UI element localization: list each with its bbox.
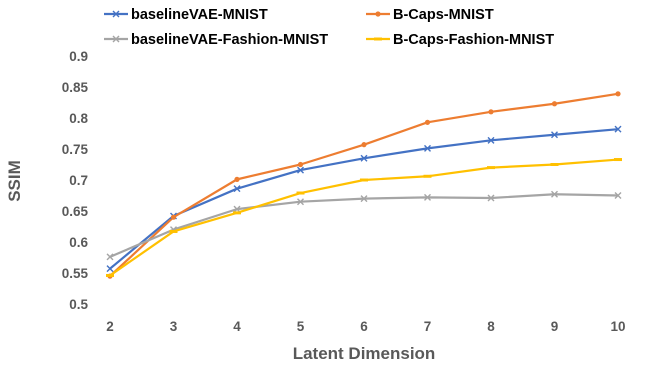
x-tick-label: 10 [610, 319, 625, 334]
data-point [297, 161, 304, 168]
x-tick-label: 8 [487, 319, 495, 334]
y-tick-label: 0.8 [69, 111, 88, 126]
data-point [487, 136, 495, 144]
legend-item: B-Caps-Fashion-MNIST [366, 32, 554, 48]
series-line-2 [109, 193, 619, 258]
data-point [424, 119, 431, 125]
x-axis-title: Latent Dimension [293, 344, 436, 363]
x-tick-label: 4 [233, 319, 241, 334]
data-point [297, 198, 304, 206]
data-point [233, 205, 241, 213]
data-point [424, 193, 431, 201]
y-tick-label: 0.85 [62, 80, 89, 95]
series-markers [106, 91, 622, 279]
data-point [487, 194, 495, 202]
data-point [297, 166, 304, 174]
x-tick-label: 6 [360, 319, 368, 334]
data-point [234, 176, 240, 182]
x-tick-label: 5 [297, 319, 305, 334]
data-point [233, 185, 241, 193]
legend: baselineVAE-MNIST B-Caps-MNIST baselineVAE… [104, 7, 554, 48]
data-point [106, 265, 114, 273]
series-lines [109, 92, 619, 277]
y-tick-label: 0.7 [69, 173, 88, 188]
data-point [551, 190, 558, 198]
data-point [551, 101, 558, 107]
y-axis-ticks: 0.5 0.55 0.6 0.65 0.7 0.75 0.8 0.85 0.9 [62, 49, 89, 312]
data-point [614, 125, 622, 133]
legend-marker [375, 11, 381, 17]
legend-marker [112, 35, 120, 43]
y-tick-label: 0.65 [62, 204, 89, 219]
data-point [170, 214, 177, 220]
y-tick-label: 0.75 [62, 142, 89, 157]
series-line-3 [109, 158, 619, 277]
legend-item: baselineVAE-Fashion-MNIST [104, 32, 328, 48]
y-tick-label: 0.9 [69, 49, 88, 64]
y-tick-label: 0.55 [62, 266, 89, 281]
data-point [551, 131, 558, 139]
data-point [360, 154, 368, 162]
legend-label: baselineVAE-MNIST [131, 7, 268, 23]
legend-item: baselineVAE-MNIST [104, 7, 268, 23]
x-tick-label: 9 [551, 319, 559, 334]
legend-item: B-Caps-MNIST [366, 7, 494, 23]
y-tick-label: 0.6 [69, 235, 88, 250]
data-point [614, 192, 622, 199]
x-axis-ticks: 2 3 4 5 6 7 8 9 10 [106, 319, 625, 334]
data-point [488, 109, 494, 115]
series-line-1 [109, 92, 619, 277]
data-point [361, 142, 367, 148]
legend-label: baselineVAE-Fashion-MNIST [131, 32, 328, 48]
x-tick-label: 7 [424, 319, 432, 334]
legend-label: B-Caps-MNIST [393, 7, 494, 23]
x-tick-label: 3 [170, 319, 178, 334]
data-point [106, 253, 114, 261]
data-point [424, 144, 431, 152]
x-tick-label: 2 [106, 319, 114, 334]
legend-marker [112, 10, 120, 18]
data-point [615, 91, 621, 97]
legend-label: B-Caps-Fashion-MNIST [393, 32, 554, 48]
y-tick-label: 0.5 [69, 297, 88, 312]
y-axis-title: SSIM [5, 160, 24, 202]
data-point [360, 195, 368, 203]
